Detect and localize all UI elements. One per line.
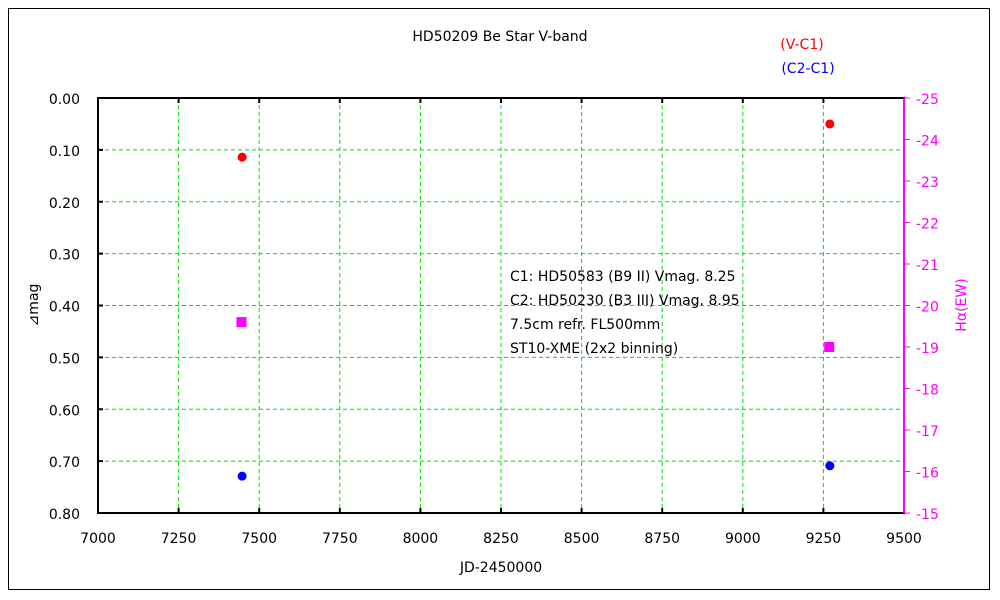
x-tick-label: 9000 bbox=[725, 531, 761, 547]
y2-axis-label: Hα(EW) bbox=[954, 278, 970, 331]
data-point-series-2 bbox=[824, 342, 835, 352]
x-tick-label: 8750 bbox=[644, 531, 680, 547]
y-tick-label: 0.00 bbox=[49, 92, 80, 108]
y-tick-label: 0.20 bbox=[49, 196, 80, 212]
x-axis-label: JD-2450000 bbox=[459, 560, 542, 576]
data-point-series-2 bbox=[236, 317, 247, 328]
annotation-line: 7.5cm refr. FL500mm bbox=[510, 317, 660, 333]
y-tick-label: 0.60 bbox=[49, 403, 80, 419]
x-tick-label: 7500 bbox=[241, 531, 277, 547]
y-tick-label: 0.80 bbox=[49, 507, 80, 523]
legend-entry-c2-c1: (C2-C1) bbox=[781, 61, 834, 77]
x-tick-label: 7250 bbox=[161, 531, 197, 547]
x-tick-label: 9500 bbox=[886, 531, 922, 547]
y-tick-label: 0.40 bbox=[49, 300, 80, 316]
y2-tick-label: -15 bbox=[916, 507, 939, 523]
y-tick-label: 0.30 bbox=[49, 248, 80, 264]
y2-tick-label: -21 bbox=[916, 258, 939, 274]
x-tick-label: 7000 bbox=[80, 531, 116, 547]
y-tick-label: 0.10 bbox=[49, 144, 80, 160]
y2-tick-label: -25 bbox=[916, 92, 939, 108]
y2-tick-label: -23 bbox=[916, 175, 939, 191]
x-tick-label: 8000 bbox=[403, 531, 439, 547]
data-point-series-1 bbox=[237, 471, 247, 481]
data-point-series-1 bbox=[825, 461, 835, 471]
x-tick-label: 7750 bbox=[322, 531, 358, 547]
y2-tick-label: -20 bbox=[916, 300, 939, 316]
y2-tick-label: -17 bbox=[916, 424, 939, 440]
y2-tick-label: -22 bbox=[916, 217, 939, 233]
annotation-line: C1: HD50583 (B9 II) Vmag. 8.25 bbox=[510, 269, 736, 285]
y2-tick-label: -16 bbox=[916, 466, 939, 482]
y-tick-label: 0.50 bbox=[49, 351, 80, 367]
chart-title: HD50209 Be Star V-band bbox=[412, 29, 587, 45]
y2-tick-label: -24 bbox=[916, 134, 939, 150]
annotation-line: C2: HD50230 (B3 III) Vmag. 8.95 bbox=[510, 293, 740, 309]
data-point-series-0 bbox=[825, 119, 835, 129]
y-tick-label: 0.70 bbox=[49, 455, 80, 471]
x-tick-label: 9250 bbox=[806, 531, 842, 547]
x-tick-label: 8500 bbox=[564, 531, 600, 547]
legend-entry-v-c1: (V-C1) bbox=[780, 37, 823, 53]
y-axis-label: ⊿mag bbox=[26, 284, 42, 327]
data-point-series-0 bbox=[237, 152, 247, 162]
y2-tick-label: -18 bbox=[916, 383, 939, 399]
y2-tick-label: -19 bbox=[916, 341, 939, 357]
annotation-line: ST10-XME (2x2 binning) bbox=[510, 341, 678, 357]
chart-frame bbox=[8, 8, 990, 590]
x-tick-label: 8250 bbox=[483, 531, 519, 547]
